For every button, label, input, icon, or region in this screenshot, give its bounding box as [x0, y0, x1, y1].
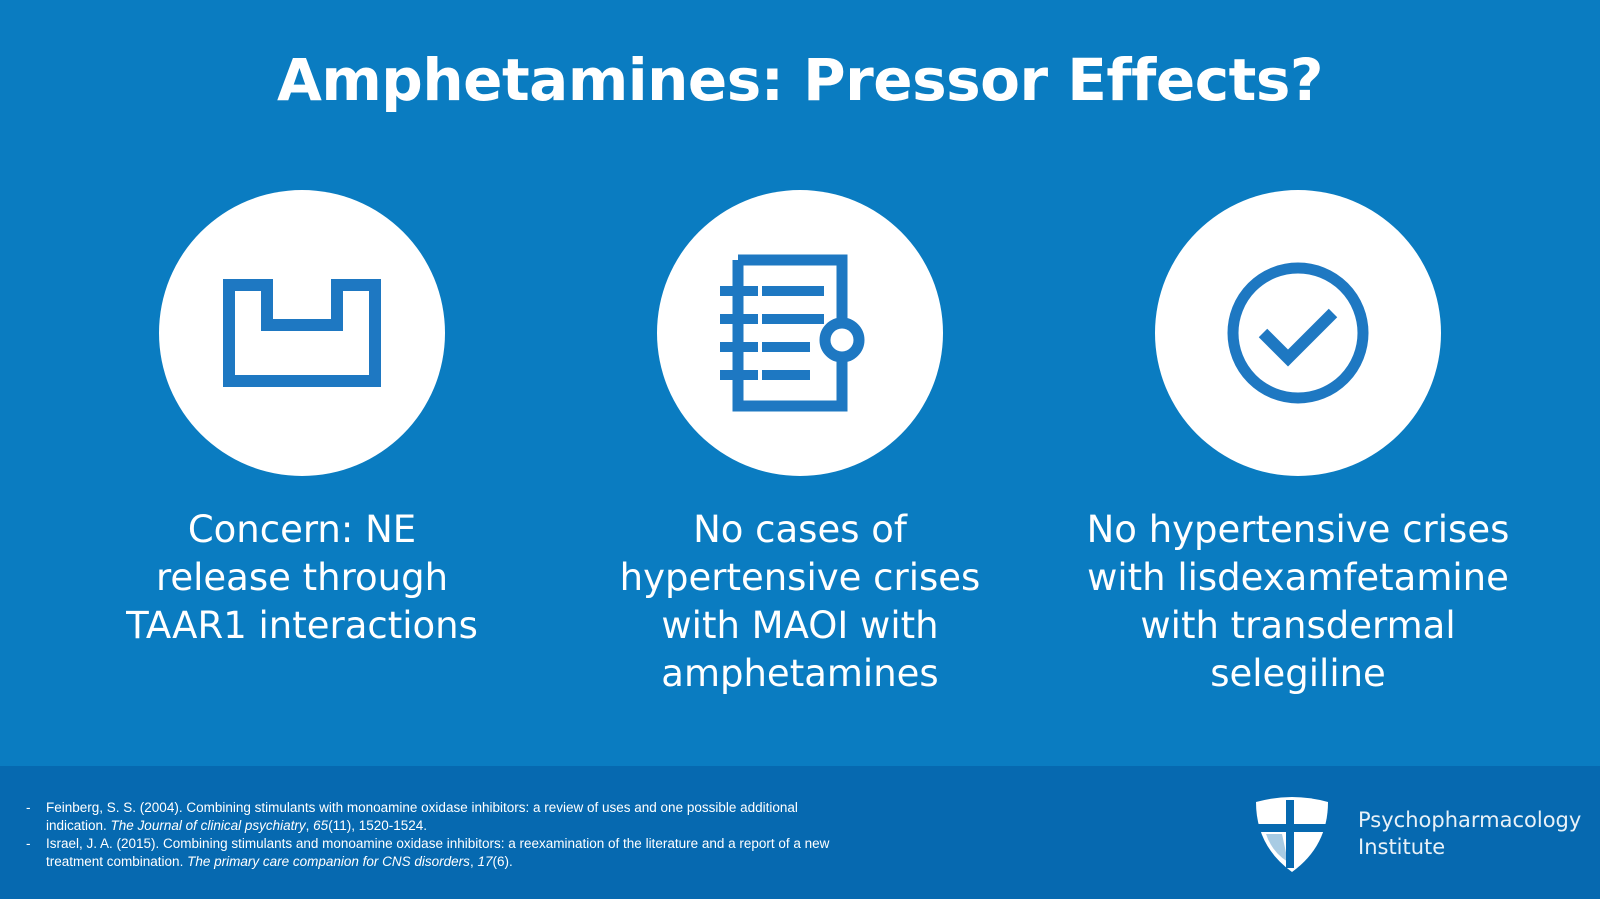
shield-icon [1256, 797, 1328, 872]
institute-logo: Psychopharmacology Institute [1252, 794, 1582, 874]
slide-content: Amphetamines: Pressor Effects? Concern: … [62, 46, 1538, 698]
point-caption: No cases of hypertensive crises with MAO… [619, 508, 981, 695]
receptor-icon [223, 279, 381, 387]
icon-circle [1155, 190, 1441, 476]
references-list: Feinberg, S. S. (2004). Combining stimul… [26, 799, 956, 871]
point-concern: Concern: NE release through TAAR1 intera… [62, 190, 542, 650]
logo-text: Psychopharmacology Institute [1358, 808, 1582, 859]
notebook-search-icon [720, 254, 865, 412]
reference-item: Israel, J. A. (2015). Combining stimulan… [26, 835, 956, 871]
icon-circle [159, 190, 445, 476]
check-circle-icon [1227, 262, 1369, 404]
point-caption: No hypertensive crises with lisdexamfeta… [1086, 508, 1510, 695]
footer: Feinberg, S. S. (2004). Combining stimul… [0, 766, 1600, 899]
slide-title: Amphetamines: Pressor Effects? [276, 46, 1324, 114]
reference-item: Feinberg, S. S. (2004). Combining stimul… [26, 799, 956, 835]
icon-circle [657, 190, 943, 476]
point-caption: Concern: NE release through TAAR1 intera… [126, 508, 478, 647]
point-no-cases: No cases of hypertensive crises with MAO… [560, 190, 1040, 698]
point-no-crises: No hypertensive crises with lisdexamfeta… [1058, 190, 1538, 698]
